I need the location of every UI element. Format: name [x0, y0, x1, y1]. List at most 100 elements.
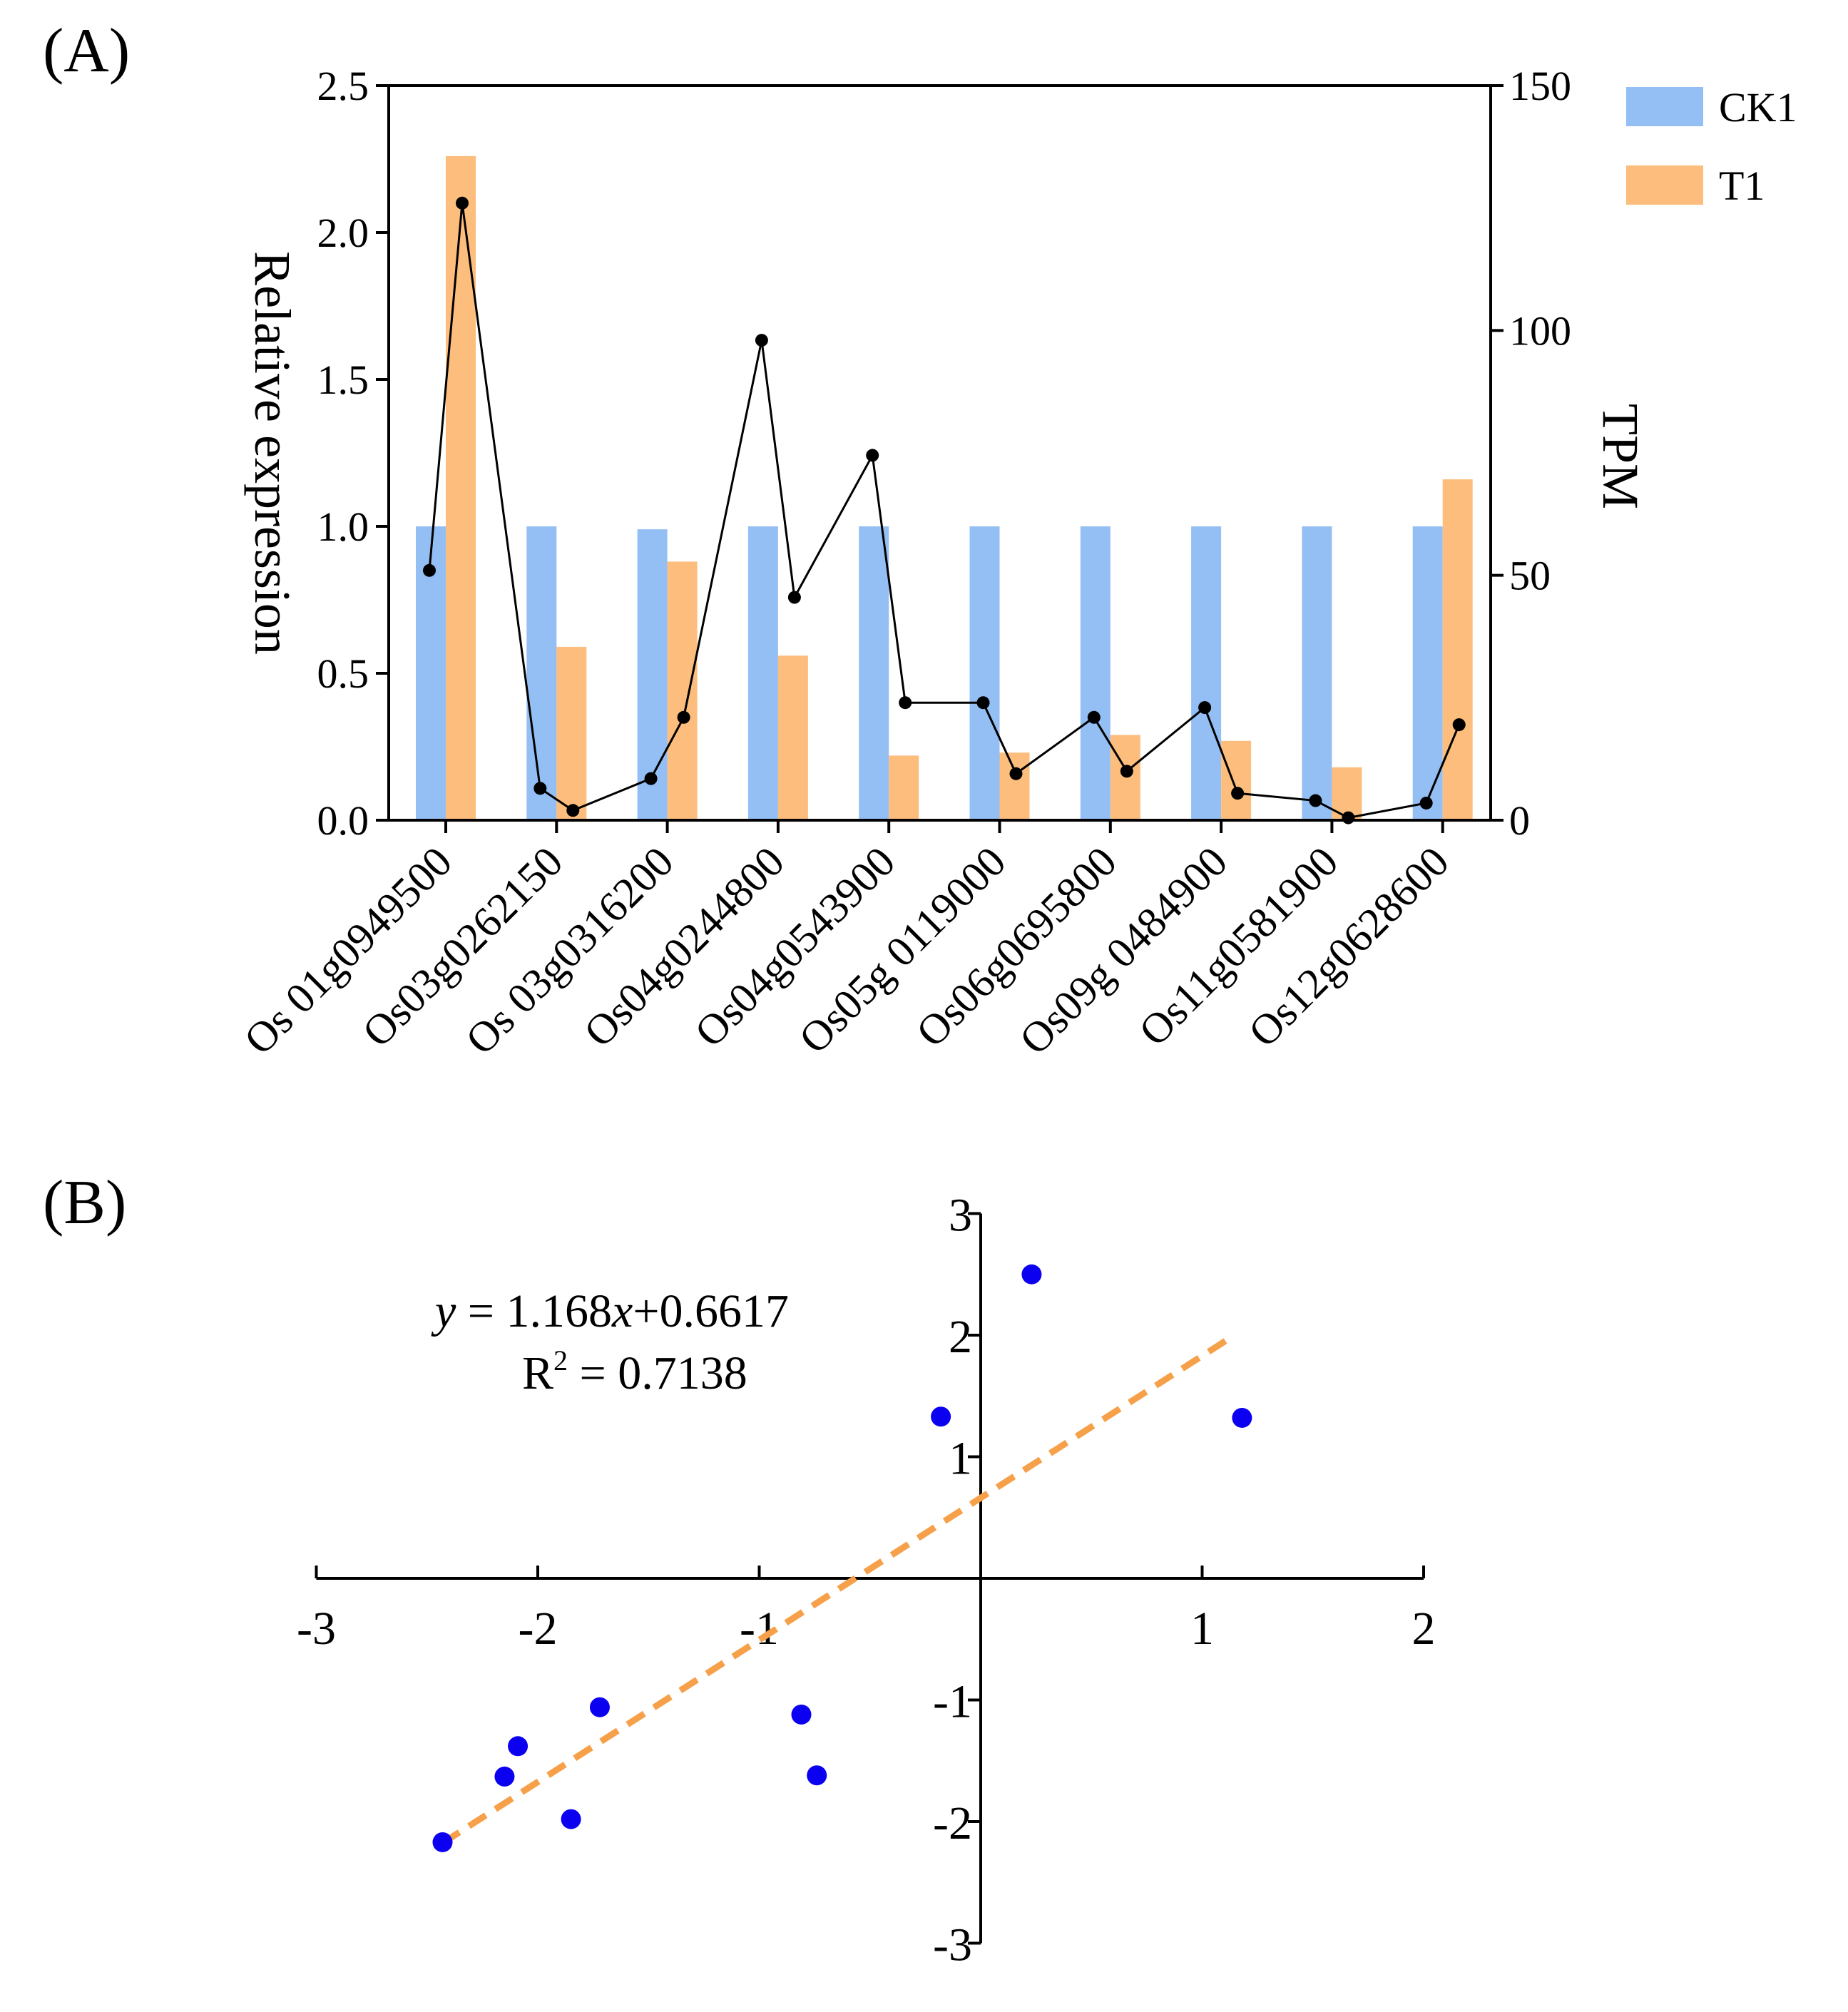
bar-ck1 — [526, 526, 557, 820]
legend-swatch-ck1 — [1626, 87, 1703, 126]
y-tick-label: 2 — [949, 1311, 972, 1363]
scatter-point — [1021, 1264, 1042, 1285]
bar-ck1 — [859, 526, 889, 820]
bar-ck1 — [969, 526, 1000, 820]
y-tick-label: -1 — [933, 1676, 972, 1728]
secondary-y-tick-label: 0 — [1509, 797, 1530, 844]
tpm-point — [677, 710, 690, 724]
y-tick-label: 1.0 — [317, 504, 369, 550]
tpm-point — [1009, 767, 1023, 780]
tpm-point — [1452, 718, 1466, 732]
regression-equation: y = 1.168x+0.6617 — [431, 1285, 789, 1337]
tpm-point — [976, 696, 990, 710]
scatter-point — [494, 1766, 515, 1787]
fit-line-group — [441, 1334, 1233, 1846]
bar-ck1 — [1080, 526, 1111, 820]
panel-b-chart: (B) y = 1.168x+0.6617 R2 = 0.7138 -3 -2 -1… — [43, 1168, 1436, 1971]
x-tick-label: -2 — [519, 1603, 558, 1655]
tpm-point — [1198, 701, 1212, 715]
scatter-point — [791, 1704, 812, 1725]
tpm-point — [534, 782, 547, 795]
r-squared: R2 = 0.7138 — [522, 1344, 747, 1399]
tpm-line-group — [423, 196, 1466, 824]
bar-t1 — [1110, 735, 1140, 820]
tpm-point — [1120, 765, 1133, 778]
bar-t1 — [999, 752, 1030, 820]
scatter-point — [508, 1736, 529, 1757]
regression-line — [441, 1334, 1233, 1846]
plot-frame — [387, 84, 1492, 822]
secondary-y-axis-title: TPM — [1592, 404, 1649, 509]
x-tick-label: -3 — [297, 1603, 336, 1655]
r-squared-base: R — [522, 1347, 553, 1399]
y-tick-label: 0.5 — [317, 650, 369, 697]
bar-t1 — [667, 561, 698, 820]
panel-b-label: (B) — [43, 1168, 126, 1237]
tpm-point — [1309, 794, 1322, 807]
x-tick-label: Os04g0543900 — [685, 838, 904, 1056]
x-tick-label: Os03g0262150 — [354, 838, 572, 1056]
tpm-point — [1231, 787, 1245, 800]
x-tick-label: Os11g0581900 — [1130, 838, 1347, 1055]
bar-ck1 — [1191, 526, 1222, 820]
y-tick-label: 2.0 — [317, 210, 369, 256]
scatter-point — [807, 1765, 827, 1786]
panel-a-label: (A) — [43, 16, 130, 86]
x-tick-label: Os06g0695800 — [907, 838, 1125, 1056]
tpm-point — [755, 334, 768, 347]
bar-t1 — [777, 655, 808, 820]
panel-a-axes — [387, 84, 1492, 822]
r-squared-value: = 0.7138 — [568, 1347, 747, 1399]
scatter-point — [589, 1697, 610, 1717]
bar-t1 — [889, 755, 919, 820]
scatter-point — [432, 1832, 453, 1852]
bar-group — [416, 155, 1473, 820]
tpm-point — [787, 591, 801, 604]
scatter-point — [561, 1809, 581, 1829]
tpm-point — [566, 804, 580, 817]
y-tick-label: -3 — [933, 1919, 972, 1971]
y-tick-label: 1 — [949, 1433, 972, 1485]
tpm-point — [866, 449, 879, 462]
bar-t1 — [1442, 479, 1473, 820]
equation-part-1: = 1.168 — [456, 1285, 612, 1337]
bar-ck1 — [747, 526, 778, 820]
y-tick-label: 1.5 — [317, 357, 369, 403]
y-axis-title: Relative expression — [244, 251, 301, 655]
legend-label: CK1 — [1719, 84, 1797, 131]
scatter-point — [1232, 1407, 1252, 1428]
bar-t1 — [1221, 740, 1252, 820]
tpm-point — [1419, 796, 1433, 810]
bar-ck1 — [637, 529, 668, 820]
tpm-point — [644, 772, 658, 785]
y-tick-label: 0.0 — [317, 797, 369, 844]
equation-part-2: +0.6617 — [633, 1285, 789, 1337]
secondary-y-tick-label: 100 — [1509, 307, 1571, 354]
scatter-point — [931, 1406, 951, 1427]
legend-label: T1 — [1719, 163, 1765, 209]
x-tick-label: Os12g0628600 — [1240, 838, 1458, 1056]
bar-t1 — [446, 155, 476, 820]
tpm-point — [899, 696, 912, 710]
tpm-point — [456, 196, 469, 210]
bar-ck1 — [1412, 526, 1443, 820]
tpm-line — [428, 203, 1461, 819]
x-tick-label: 2 — [1412, 1603, 1436, 1655]
legend: CK1 T1 — [1626, 84, 1797, 209]
secondary-y-tick-label: 50 — [1509, 553, 1551, 599]
tpm-point — [1342, 811, 1355, 824]
bar-t1 — [556, 646, 587, 820]
y-tick-label: 3 — [949, 1190, 972, 1242]
bar-ck1 — [1302, 526, 1332, 820]
secondary-y-tick-label: 150 — [1509, 63, 1571, 109]
equation-y-var: y — [431, 1285, 456, 1337]
y-tick-label: 2.5 — [317, 63, 369, 109]
x-tick-label: Os04g0244800 — [575, 838, 793, 1056]
legend-swatch-t1 — [1626, 165, 1703, 205]
r-squared-superscript: 2 — [553, 1344, 568, 1377]
tpm-point — [423, 563, 436, 577]
y-tick-label: -2 — [933, 1797, 972, 1849]
